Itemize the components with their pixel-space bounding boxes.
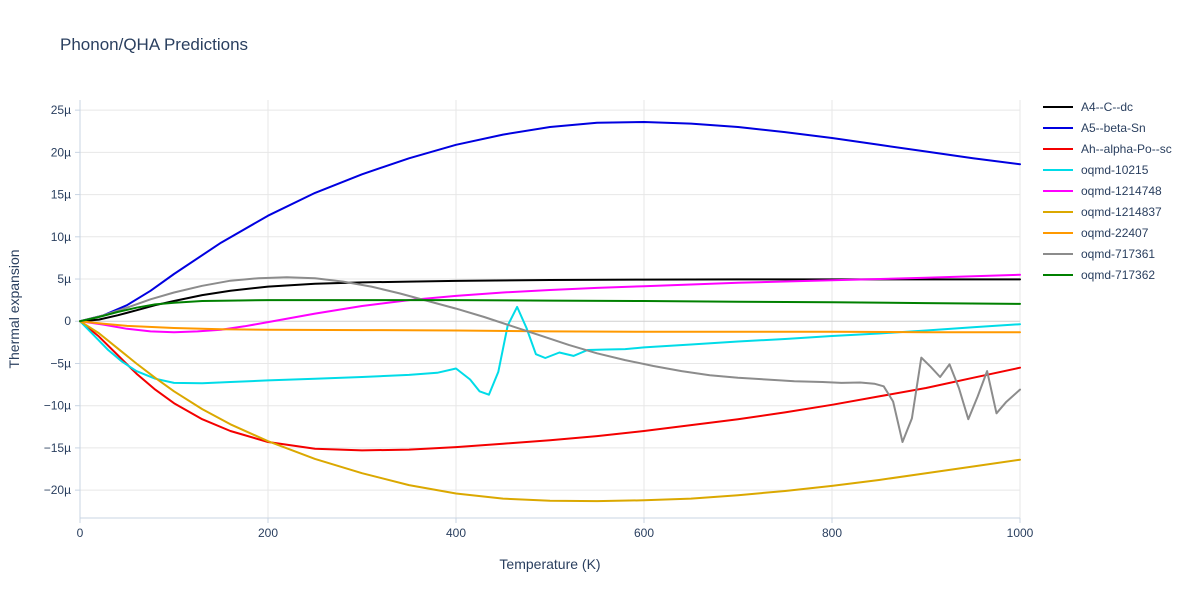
legend-item-oqmd-22407[interactable]: oqmd-22407 [1043, 222, 1172, 243]
legend-label: oqmd-10215 [1081, 162, 1149, 177]
y-axis-title: Thermal expansion [6, 249, 22, 369]
y-tick-label: 5µ [57, 272, 71, 286]
legend-swatch-icon [1043, 168, 1073, 171]
y-tick-label: 10µ [51, 230, 71, 244]
legend-label: oqmd-717361 [1081, 246, 1156, 261]
legend-item-oqmd-717361[interactable]: oqmd-717361 [1043, 243, 1172, 264]
series-line-oqmd-717362[interactable] [79, 299, 1021, 323]
x-axis-title: Temperature (K) [499, 556, 601, 572]
y-tick-label: 20µ [51, 145, 71, 159]
legend-swatch-icon [1043, 273, 1073, 276]
series-line-Ah--alpha-Po--sc[interactable] [79, 320, 1021, 452]
x-tick-label: 600 [634, 526, 654, 540]
y-tick-label: 25µ [51, 103, 71, 117]
y-tick-label: −15µ [44, 441, 71, 455]
legend-item-oqmd-10215[interactable]: oqmd-10215 [1043, 159, 1172, 180]
legend-swatch-icon [1043, 189, 1073, 192]
legend-label: oqmd-22407 [1081, 225, 1149, 240]
legend-item-Ah--alpha-Po--sc[interactable]: Ah--alpha-Po--sc [1043, 138, 1172, 159]
legend: A4--C--dc A5--beta-Sn Ah--alpha-Po--sc oqmd… [1043, 96, 1172, 285]
series-line-oqmd-22407[interactable] [79, 320, 1021, 334]
legend-item-oqmd-717362[interactable]: oqmd-717362 [1043, 264, 1172, 285]
y-tick-label: −10µ [44, 399, 71, 413]
series-line-oqmd-717361[interactable] [79, 276, 1021, 443]
x-tick-label: 200 [258, 526, 278, 540]
legend-swatch-icon [1043, 210, 1073, 213]
y-tick-label: −5µ [50, 356, 71, 370]
legend-item-oqmd-1214748[interactable]: oqmd-1214748 [1043, 180, 1172, 201]
series-line-oqmd-10215[interactable] [79, 305, 1021, 396]
legend-label: oqmd-717362 [1081, 267, 1156, 282]
series-line-oqmd-1214837[interactable] [79, 320, 1021, 503]
x-tick-label: 800 [822, 526, 842, 540]
legend-item-A5--beta-Sn[interactable]: A5--beta-Sn [1043, 117, 1172, 138]
legend-item-oqmd-1214837[interactable]: oqmd-1214837 [1043, 201, 1172, 222]
chart-title: Phonon/QHA Predictions [60, 35, 249, 54]
legend-label: Ah--alpha-Po--sc [1081, 141, 1172, 156]
legend-swatch-icon [1043, 147, 1073, 150]
legend-swatch-icon [1043, 105, 1073, 108]
y-tick-label: 0 [64, 314, 71, 328]
y-tick-label: −20µ [44, 483, 71, 497]
legend-swatch-icon [1043, 126, 1073, 129]
legend-label: A5--beta-Sn [1081, 120, 1146, 135]
legend-swatch-icon [1043, 231, 1073, 234]
legend-item-A4--C--dc[interactable]: A4--C--dc [1043, 96, 1172, 117]
series-line-A5--beta-Sn[interactable] [79, 121, 1021, 323]
legend-label: A4--C--dc [1081, 99, 1134, 114]
series-line-oqmd-1214748[interactable] [79, 273, 1021, 334]
x-tick-label: 1000 [1007, 526, 1034, 540]
y-tick-label: 15µ [51, 188, 71, 202]
x-tick-label: 400 [446, 526, 466, 540]
legend-swatch-icon [1043, 252, 1073, 255]
legend-label: oqmd-1214748 [1081, 183, 1162, 198]
x-tick-label: 0 [77, 526, 84, 540]
legend-label: oqmd-1214837 [1081, 204, 1162, 219]
series-line-A4--C--dc[interactable] [79, 278, 1021, 323]
